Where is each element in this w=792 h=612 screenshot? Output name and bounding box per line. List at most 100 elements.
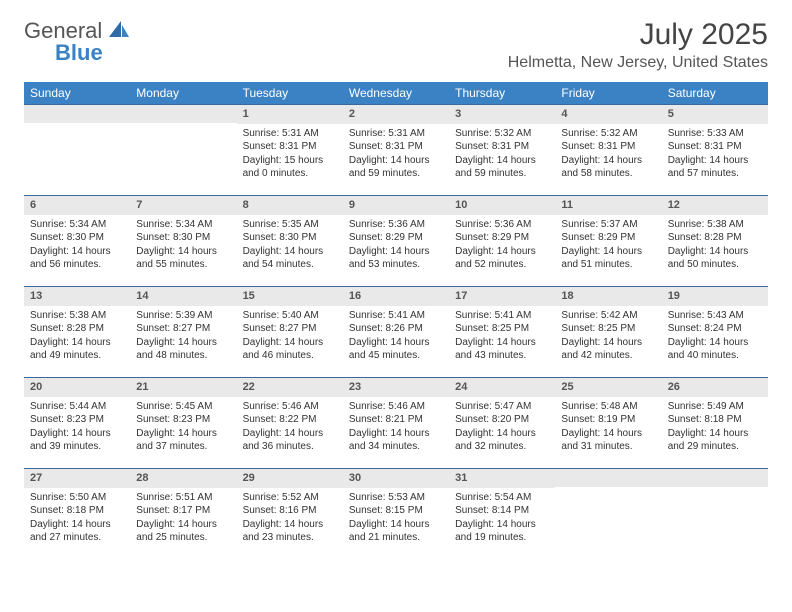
day-number: 23 <box>343 378 449 397</box>
daylight-text: and 40 minutes. <box>668 349 762 363</box>
day-content: Sunrise: 5:44 AMSunset: 8:23 PMDaylight:… <box>24 397 130 460</box>
day-content: Sunrise: 5:36 AMSunset: 8:29 PMDaylight:… <box>343 215 449 278</box>
daylight-text: Daylight: 14 hours <box>30 245 124 259</box>
title-block: July 2025 Helmetta, New Jersey, United S… <box>508 18 768 72</box>
day-cell: 31Sunrise: 5:54 AMSunset: 8:14 PMDayligh… <box>449 469 555 559</box>
day-content: Sunrise: 5:54 AMSunset: 8:14 PMDaylight:… <box>449 488 555 551</box>
sunrise-text: Sunrise: 5:54 AM <box>455 491 549 505</box>
sunset-text: Sunset: 8:29 PM <box>455 231 549 245</box>
sunrise-text: Sunrise: 5:31 AM <box>349 127 443 141</box>
weekday-header: Friday <box>555 82 661 104</box>
sunrise-text: Sunrise: 5:39 AM <box>136 309 230 323</box>
sunset-text: Sunset: 8:22 PM <box>243 413 337 427</box>
day-cell: 29Sunrise: 5:52 AMSunset: 8:16 PMDayligh… <box>237 469 343 559</box>
day-content: Sunrise: 5:38 AMSunset: 8:28 PMDaylight:… <box>662 215 768 278</box>
daylight-text: Daylight: 14 hours <box>349 245 443 259</box>
sunrise-text: Sunrise: 5:32 AM <box>455 127 549 141</box>
sunset-text: Sunset: 8:25 PM <box>561 322 655 336</box>
day-cell: 17Sunrise: 5:41 AMSunset: 8:25 PMDayligh… <box>449 287 555 377</box>
day-content: Sunrise: 5:45 AMSunset: 8:23 PMDaylight:… <box>130 397 236 460</box>
weeks-container: 1Sunrise: 5:31 AMSunset: 8:31 PMDaylight… <box>24 104 768 559</box>
daylight-text: Daylight: 14 hours <box>668 336 762 350</box>
day-content: Sunrise: 5:31 AMSunset: 8:31 PMDaylight:… <box>343 124 449 187</box>
daylight-text: Daylight: 14 hours <box>455 154 549 168</box>
sunrise-text: Sunrise: 5:50 AM <box>30 491 124 505</box>
daylight-text: Daylight: 14 hours <box>136 518 230 532</box>
daylight-text: Daylight: 14 hours <box>455 427 549 441</box>
sunrise-text: Sunrise: 5:46 AM <box>349 400 443 414</box>
day-cell <box>24 105 130 195</box>
sunset-text: Sunset: 8:30 PM <box>243 231 337 245</box>
calendar: SundayMondayTuesdayWednesdayThursdayFrid… <box>24 82 768 559</box>
day-number: 11 <box>555 196 661 215</box>
daylight-text: and 46 minutes. <box>243 349 337 363</box>
header: General Blue July 2025 Helmetta, New Jer… <box>24 18 768 72</box>
day-content: Sunrise: 5:32 AMSunset: 8:31 PMDaylight:… <box>555 124 661 187</box>
sunset-text: Sunset: 8:29 PM <box>349 231 443 245</box>
sunset-text: Sunset: 8:18 PM <box>668 413 762 427</box>
daylight-text: Daylight: 14 hours <box>561 427 655 441</box>
daylight-text: and 34 minutes. <box>349 440 443 454</box>
daylight-text: Daylight: 14 hours <box>561 336 655 350</box>
weekday-header: Saturday <box>662 82 768 104</box>
day-number: 9 <box>343 196 449 215</box>
sunset-text: Sunset: 8:25 PM <box>455 322 549 336</box>
sunrise-text: Sunrise: 5:36 AM <box>349 218 443 232</box>
daylight-text: Daylight: 14 hours <box>243 336 337 350</box>
day-content: Sunrise: 5:50 AMSunset: 8:18 PMDaylight:… <box>24 488 130 551</box>
day-number <box>662 469 768 487</box>
sunrise-text: Sunrise: 5:46 AM <box>243 400 337 414</box>
day-number: 7 <box>130 196 236 215</box>
sunset-text: Sunset: 8:20 PM <box>455 413 549 427</box>
location-text: Helmetta, New Jersey, United States <box>508 54 768 72</box>
day-cell: 7Sunrise: 5:34 AMSunset: 8:30 PMDaylight… <box>130 196 236 286</box>
logo-text-blue: Blue <box>55 40 103 66</box>
daylight-text: and 59 minutes. <box>349 167 443 181</box>
week-row: 20Sunrise: 5:44 AMSunset: 8:23 PMDayligh… <box>24 377 768 468</box>
sunrise-text: Sunrise: 5:37 AM <box>561 218 655 232</box>
day-content: Sunrise: 5:34 AMSunset: 8:30 PMDaylight:… <box>24 215 130 278</box>
day-content: Sunrise: 5:53 AMSunset: 8:15 PMDaylight:… <box>343 488 449 551</box>
daylight-text: Daylight: 14 hours <box>455 336 549 350</box>
sunrise-text: Sunrise: 5:42 AM <box>561 309 655 323</box>
sunset-text: Sunset: 8:17 PM <box>136 504 230 518</box>
daylight-text: and 56 minutes. <box>30 258 124 272</box>
daylight-text: and 29 minutes. <box>668 440 762 454</box>
daylight-text: and 23 minutes. <box>243 531 337 545</box>
day-cell: 1Sunrise: 5:31 AMSunset: 8:31 PMDaylight… <box>237 105 343 195</box>
day-cell: 27Sunrise: 5:50 AMSunset: 8:18 PMDayligh… <box>24 469 130 559</box>
daylight-text: and 50 minutes. <box>668 258 762 272</box>
daylight-text: and 53 minutes. <box>349 258 443 272</box>
week-row: 1Sunrise: 5:31 AMSunset: 8:31 PMDaylight… <box>24 104 768 195</box>
day-content: Sunrise: 5:43 AMSunset: 8:24 PMDaylight:… <box>662 306 768 369</box>
day-content: Sunrise: 5:33 AMSunset: 8:31 PMDaylight:… <box>662 124 768 187</box>
sunset-text: Sunset: 8:14 PM <box>455 504 549 518</box>
sunrise-text: Sunrise: 5:52 AM <box>243 491 337 505</box>
sunrise-text: Sunrise: 5:38 AM <box>668 218 762 232</box>
sunrise-text: Sunrise: 5:47 AM <box>455 400 549 414</box>
day-cell <box>662 469 768 559</box>
day-number: 5 <box>662 105 768 124</box>
day-number: 6 <box>24 196 130 215</box>
day-cell: 28Sunrise: 5:51 AMSunset: 8:17 PMDayligh… <box>130 469 236 559</box>
daylight-text: Daylight: 14 hours <box>243 245 337 259</box>
daylight-text: and 42 minutes. <box>561 349 655 363</box>
daylight-text: Daylight: 14 hours <box>349 154 443 168</box>
weekday-header-row: SundayMondayTuesdayWednesdayThursdayFrid… <box>24 82 768 104</box>
sunrise-text: Sunrise: 5:35 AM <box>243 218 337 232</box>
day-content: Sunrise: 5:47 AMSunset: 8:20 PMDaylight:… <box>449 397 555 460</box>
day-number: 12 <box>662 196 768 215</box>
daylight-text: and 27 minutes. <box>30 531 124 545</box>
day-cell: 10Sunrise: 5:36 AMSunset: 8:29 PMDayligh… <box>449 196 555 286</box>
day-number: 30 <box>343 469 449 488</box>
day-cell: 11Sunrise: 5:37 AMSunset: 8:29 PMDayligh… <box>555 196 661 286</box>
sunrise-text: Sunrise: 5:31 AM <box>243 127 337 141</box>
day-content: Sunrise: 5:42 AMSunset: 8:25 PMDaylight:… <box>555 306 661 369</box>
day-cell: 8Sunrise: 5:35 AMSunset: 8:30 PMDaylight… <box>237 196 343 286</box>
daylight-text: Daylight: 14 hours <box>561 245 655 259</box>
daylight-text: Daylight: 14 hours <box>30 427 124 441</box>
sunrise-text: Sunrise: 5:33 AM <box>668 127 762 141</box>
day-number: 10 <box>449 196 555 215</box>
day-content: Sunrise: 5:31 AMSunset: 8:31 PMDaylight:… <box>237 124 343 187</box>
day-cell: 5Sunrise: 5:33 AMSunset: 8:31 PMDaylight… <box>662 105 768 195</box>
